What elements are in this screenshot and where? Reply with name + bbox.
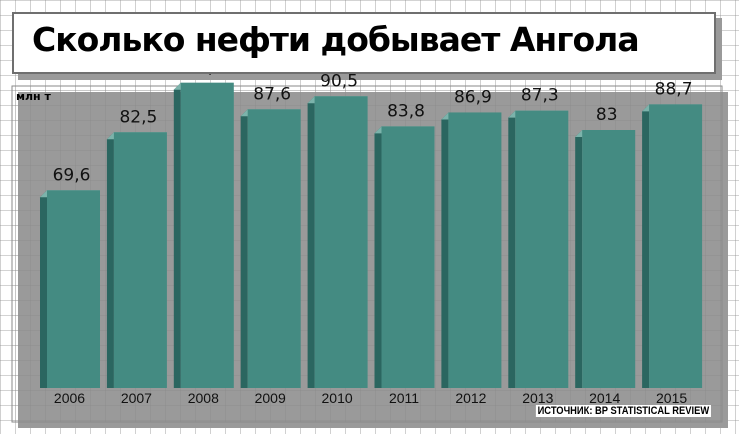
x-tick-label: 2011	[389, 390, 419, 406]
bar-side	[508, 110, 516, 389]
x-tick-label: 2012	[455, 390, 486, 406]
bar-value-label: 83,8	[387, 101, 425, 121]
bar	[240, 109, 301, 389]
x-tick-label: 2006	[54, 390, 85, 406]
bar-front	[314, 96, 368, 388]
bar	[508, 110, 569, 389]
bar-front	[247, 109, 301, 389]
bar-side	[441, 112, 449, 388]
bar-value-label: 69,6	[53, 165, 91, 185]
bar	[441, 112, 502, 388]
bar-front	[448, 112, 502, 388]
bar-front	[381, 126, 435, 389]
bar-front	[649, 104, 703, 388]
bar	[307, 96, 368, 388]
x-tick-label: 2014	[589, 390, 620, 406]
bar-value-label: 87,6	[253, 84, 291, 104]
bar-value-label: 87,3	[521, 86, 559, 106]
bar-side	[575, 130, 583, 388]
bar	[173, 82, 234, 388]
bar-value-label: 83	[596, 105, 618, 125]
bar-side	[173, 82, 181, 388]
bar-front	[47, 190, 100, 388]
title-box: Сколько нефти добывает Ангола	[12, 12, 716, 74]
bar-side	[106, 132, 114, 388]
bar-side	[642, 104, 650, 388]
x-tick-label: 2009	[255, 390, 286, 406]
bar-side	[307, 96, 315, 388]
bar	[642, 104, 703, 388]
bar-value-label: 86,9	[454, 87, 492, 107]
bar	[575, 130, 636, 388]
bar	[374, 126, 435, 389]
chart-title: Сколько нефти добывает Ангола	[32, 20, 640, 59]
bar	[106, 132, 167, 388]
x-tick-label: 2008	[188, 390, 219, 406]
bar-side	[40, 190, 47, 388]
bar-front	[113, 132, 167, 388]
y-axis-unit: млн т	[16, 90, 51, 103]
bar	[40, 190, 100, 388]
x-tick-label: 2015	[656, 390, 687, 406]
x-tick-label: 2010	[322, 390, 353, 406]
bars-group	[40, 82, 703, 389]
source-note: ИСТОЧНИК: BP STATISTICAL REVIEW	[536, 405, 711, 417]
bar-value-label: 90,5	[320, 71, 358, 91]
x-tick-labels-group: 2006 2007 2008 2009 2010 2011 2012 2013 2014 2015	[54, 390, 687, 406]
bar-side	[240, 109, 248, 389]
x-tick-label: 2013	[522, 390, 553, 406]
bar-front	[180, 82, 234, 388]
bar-front	[515, 110, 569, 389]
x-tick-label: 2007	[121, 390, 152, 406]
bar-front	[582, 130, 636, 388]
bar-value-label: 82,5	[119, 107, 157, 127]
bar-value-label: 88,7	[655, 79, 693, 99]
bar-side	[374, 126, 382, 389]
